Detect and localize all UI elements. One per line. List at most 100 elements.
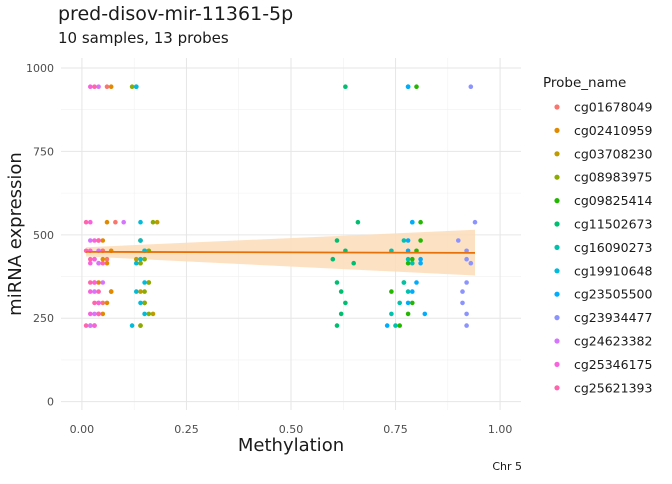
y-tick-label: 500 [33,229,54,242]
data-point-cg25621393 [96,311,101,317]
data-point-cg08983975 [129,84,135,89]
data-point-cg19910648 [142,311,147,317]
data-point-cg24623382 [100,280,106,285]
legend-label: cg24623382 [574,334,652,349]
data-point-cg11502673 [330,256,336,262]
y-tick-label: 250 [33,312,54,325]
trend-line-layer [86,250,476,254]
legend-label: cg08983975 [574,170,652,185]
data-point-cg16090273 [405,256,411,262]
legend-key-cg23505500 [554,291,560,297]
data-point-cg25346175 [88,84,93,89]
data-point-cg09825414 [410,300,415,306]
data-point-cg09825414 [418,238,423,243]
data-point-cg23505500 [410,289,415,294]
data-point-cg08983975 [142,289,147,294]
y-tick-label: 750 [33,145,54,158]
legend-label: cg02410959 [574,123,652,138]
data-point-cg25621393 [92,84,97,89]
data-point-cg23934477 [464,256,469,262]
data-points [83,84,478,328]
data-point-cg02410959 [108,84,114,89]
data-point-cg23934477 [456,238,461,243]
data-point-cg08983975 [150,219,156,225]
data-point-cg23505500 [405,238,411,243]
data-point-cg08983975 [138,260,143,266]
data-point-cg23934477 [468,260,474,266]
legend-title: Probe_name [543,75,626,91]
y-tick-label: 0 [47,396,54,409]
data-point-cg25346175 [96,300,101,306]
data-point-cg23505500 [405,84,411,89]
data-point-cg11502673 [334,323,340,328]
data-point-cg09825414 [389,289,394,294]
data-point-cg24623382 [92,311,97,317]
data-point-cg09825414 [410,256,415,262]
legend-key-cg24623382 [554,338,560,344]
data-point-cg01678049 [104,256,110,262]
data-point-cg16090273 [405,289,411,294]
data-point-cg23934477 [468,84,474,89]
legend-key-cg25346175 [554,361,560,367]
data-point-cg16090273 [401,238,407,243]
data-point-cg24623382 [88,323,93,328]
legend-key-cg01678049 [554,104,560,110]
data-point-cg02410959 [100,311,106,317]
x-tick-label: 0.75 [383,423,408,436]
data-point-cg16090273 [393,323,398,328]
chart-title: pred-disov-mir-11361-5p [58,3,293,25]
data-point-cg03708230 [134,256,139,262]
data-point-cg25346175 [92,280,97,285]
data-point-cg23505500 [410,219,415,225]
legend: cg01678049 cg02410959 cg03708230 cg08983975… [554,100,652,395]
data-point-cg19910648 [142,280,147,285]
data-point-cg19910648 [134,289,139,294]
data-point-cg25621393 [92,300,97,306]
data-point-cg23934477 [472,219,478,225]
data-point-cg25621393 [83,323,89,328]
data-point-cg09825414 [414,84,419,89]
data-point-cg25346175 [88,311,93,317]
data-point-cg02410959 [104,300,110,306]
y-axis-title: miRNA expression [5,152,26,316]
data-point-cg24623382 [121,219,126,225]
x-tick-label: 0.00 [70,423,95,436]
data-point-cg08983975 [146,311,152,317]
data-point-cg11502673 [343,84,348,89]
data-point-cg25621393 [88,256,93,262]
data-point-cg11502673 [351,260,357,266]
data-point-cg08983975 [142,256,147,262]
data-point-cg03708230 [154,219,160,225]
data-point-cg01678049 [104,84,110,89]
data-point-cg24623382 [92,289,97,294]
data-point-cg19910648 [129,323,135,328]
data-point-cg24623382 [96,260,101,266]
data-point-cg19910648 [134,260,139,266]
legend-label: cg23934477 [574,310,652,325]
data-point-cg25346175 [92,323,97,328]
data-point-cg16090273 [401,280,407,285]
legend-label: cg23505500 [574,287,652,302]
x-tick-label: 0.50 [279,423,304,436]
data-point-cg11502673 [355,219,361,225]
x-tick-label: 1.00 [488,423,513,436]
data-point-cg23505500 [422,311,428,317]
data-point-cg23505500 [418,260,423,266]
legend-key-cg23934477 [554,315,560,321]
data-point-cg25346175 [92,238,97,243]
data-point-cg23505500 [414,280,419,285]
legend-key-cg09825414 [554,198,560,204]
legend-label: cg25346175 [574,357,652,372]
data-point-cg01678049 [113,219,118,225]
data-point-cg08983975 [142,300,147,306]
legend-key-cg25621393 [554,385,560,391]
data-point-cg09825414 [418,219,423,225]
data-point-cg03708230 [138,289,143,294]
data-point-cg11502673 [334,280,340,285]
data-point-cg02410959 [100,256,106,262]
legend-label: cg11502673 [574,217,652,232]
data-point-cg24623382 [96,84,101,89]
legend-label: cg25621393 [574,380,652,395]
data-point-cg11502673 [334,238,340,243]
